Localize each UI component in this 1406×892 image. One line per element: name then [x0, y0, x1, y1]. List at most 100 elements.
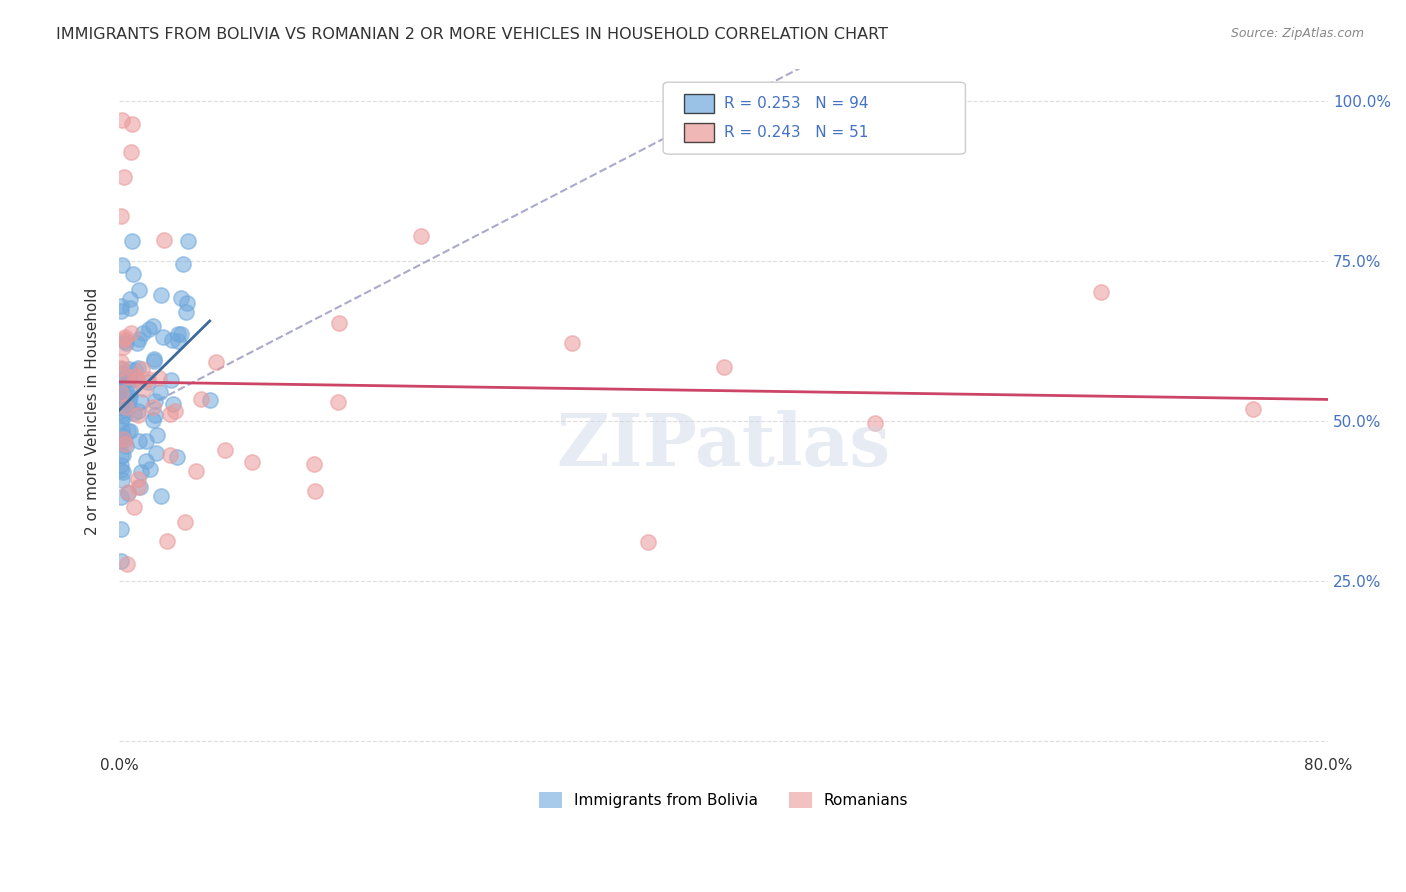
Point [111, 432, 134, 446]
Point [411, 229, 433, 244]
Point [136, 372, 159, 386]
Point [159, 448, 181, 462]
Point [127, 361, 149, 376]
Point [111, 258, 134, 272]
Point [121, 235, 143, 249]
Point [167, 326, 190, 341]
Point [132, 383, 155, 397]
Point [304, 483, 326, 498]
Point [170, 291, 193, 305]
Point [112, 465, 135, 479]
Point [111, 393, 134, 408]
Point [110, 473, 132, 487]
Point [328, 316, 350, 330]
Text: ZIPatlas: ZIPatlas [557, 409, 890, 481]
Point [117, 486, 139, 500]
Point [166, 450, 188, 464]
Point [110, 360, 132, 375]
Point [111, 423, 134, 437]
Point [112, 376, 135, 390]
Point [110, 401, 132, 416]
Point [115, 400, 138, 414]
Point [112, 332, 135, 346]
Y-axis label: 2 or more Vehicles in Household: 2 or more Vehicles in Household [86, 287, 100, 534]
Point [136, 376, 159, 390]
Point [148, 371, 170, 385]
Point [117, 557, 139, 571]
Point [112, 407, 135, 421]
Legend: Immigrants from Bolivia, Romanians: Immigrants from Bolivia, Romanians [533, 786, 914, 814]
Point [117, 370, 139, 384]
Point [112, 391, 135, 405]
Point [124, 368, 146, 383]
Point [326, 394, 349, 409]
Point [142, 413, 165, 427]
Point [131, 362, 153, 376]
Point [112, 392, 135, 406]
Point [142, 353, 165, 368]
Point [124, 500, 146, 515]
Point [637, 535, 659, 549]
Point [129, 394, 152, 409]
Point [142, 318, 165, 333]
FancyBboxPatch shape [683, 123, 714, 143]
Point [156, 534, 179, 549]
Point [118, 372, 141, 386]
Point [135, 434, 157, 448]
Point [176, 295, 198, 310]
Point [127, 335, 149, 350]
Point [120, 145, 142, 159]
Point [160, 333, 183, 347]
Text: R = 0.253   N = 94: R = 0.253 N = 94 [724, 96, 868, 111]
Point [110, 393, 132, 408]
Point [114, 389, 136, 403]
Point [120, 326, 142, 340]
Point [122, 406, 145, 420]
Point [139, 462, 162, 476]
Point [110, 303, 132, 318]
Point [186, 464, 208, 478]
Point [112, 449, 135, 463]
Point [110, 299, 132, 313]
Point [1241, 401, 1264, 416]
Point [170, 326, 193, 341]
Point [149, 384, 172, 399]
Point [111, 340, 134, 354]
Point [120, 424, 142, 438]
Point [110, 414, 132, 428]
Point [124, 372, 146, 386]
Point [162, 397, 184, 411]
Point [159, 407, 181, 421]
Point [124, 363, 146, 377]
Point [127, 373, 149, 387]
Point [150, 288, 173, 302]
Point [115, 383, 138, 397]
Point [146, 428, 169, 442]
Point [114, 372, 136, 386]
Point [114, 437, 136, 451]
FancyBboxPatch shape [664, 82, 966, 154]
Point [117, 361, 139, 376]
Point [110, 366, 132, 380]
Point [120, 292, 142, 306]
Point [190, 392, 212, 406]
Point [145, 446, 167, 460]
Point [128, 333, 150, 347]
Point [115, 335, 138, 350]
Point [152, 233, 174, 247]
Point [143, 352, 166, 367]
Point [117, 373, 139, 387]
Point [111, 375, 134, 389]
Point [127, 404, 149, 418]
Point [121, 117, 143, 131]
Point [713, 360, 735, 375]
Point [110, 463, 132, 477]
Point [120, 384, 142, 399]
Point [127, 480, 149, 494]
Point [163, 403, 186, 417]
Point [112, 433, 135, 447]
Point [304, 457, 326, 471]
Point [177, 235, 200, 249]
Point [120, 390, 142, 404]
Point [110, 374, 132, 388]
